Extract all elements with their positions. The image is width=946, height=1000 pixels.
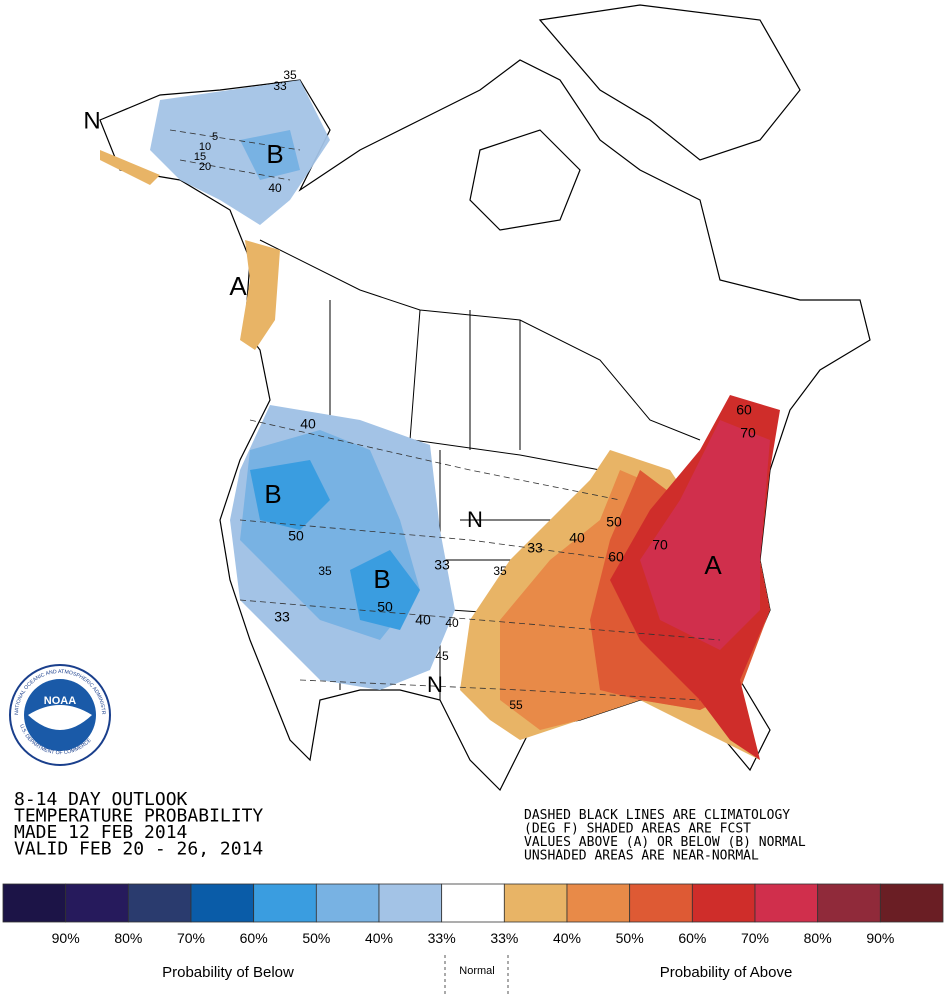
map-label: 33 <box>434 557 450 573</box>
map-label: B <box>264 479 281 509</box>
logo-text: NOAA <box>44 695 76 707</box>
legend-swatch <box>503 883 568 923</box>
legend-label: 33% <box>490 930 518 946</box>
map-label: 50 <box>606 514 622 530</box>
legend-label: 50% <box>302 930 330 946</box>
map-label: N <box>83 107 100 134</box>
legend-swatch <box>315 883 380 923</box>
map-label: N <box>467 507 483 532</box>
legend-swatch <box>378 883 443 923</box>
below-area-alaska-inner <box>240 130 300 180</box>
map-label: 20 <box>199 161 211 173</box>
legend-swatch <box>629 883 693 923</box>
greenland <box>538 4 801 161</box>
title-line: TEMPERATURE PROBABILITY <box>14 806 263 827</box>
note-line: UNSHADED AREAS ARE NEAR-NORMAL <box>524 849 759 864</box>
map-label: 15 <box>194 151 206 163</box>
legend-swatch <box>127 883 192 923</box>
map-label: A <box>704 550 722 580</box>
legend-label: 70% <box>177 930 205 946</box>
title-line: MADE 12 FEB 2014 <box>14 822 187 843</box>
notes-block: DASHED BLACK LINES ARE CLIMATOLOGY(DEG F… <box>524 808 806 864</box>
below-area-west-core <box>250 460 420 630</box>
note-line: DASHED BLACK LINES ARE CLIMATOLOGY <box>524 808 790 823</box>
map-label: 35 <box>493 564 507 578</box>
map-label: 5 <box>212 131 218 143</box>
map-label: 50 <box>288 528 304 544</box>
map-label: 55 <box>509 698 523 712</box>
map-label: 40 <box>445 616 459 630</box>
legend-label: 40% <box>553 930 581 946</box>
map-label: 33 <box>273 79 287 93</box>
above-area-northwest <box>100 150 280 350</box>
legend-label: 80% <box>114 930 142 946</box>
legend-label: 80% <box>804 930 832 946</box>
note-line: VALUES ABOVE (A) OR BELOW (B) NORMAL <box>524 835 806 850</box>
map-label: 10 <box>199 141 211 153</box>
legend-label: 60% <box>240 930 268 946</box>
legend-label: 33% <box>428 930 456 946</box>
note-line: (DEG F) SHADED AREAS ARE FCST <box>524 822 751 837</box>
above-area-east-core <box>640 420 770 650</box>
arctic-islands <box>469 129 581 231</box>
legend-swatch <box>817 883 881 923</box>
legend-label: 90% <box>866 930 894 946</box>
legend-label: 40% <box>365 930 393 946</box>
forecast-areas <box>100 80 780 760</box>
map-label: 40 <box>569 530 585 546</box>
title-line: 8-14 DAY OUTLOOK <box>14 789 188 810</box>
below-area-alaska <box>150 80 330 225</box>
legend-swatch <box>754 883 819 923</box>
legend-swatch <box>65 883 129 923</box>
map-label: 60 <box>736 402 752 418</box>
map-label: 35 <box>318 564 332 578</box>
map-label: B <box>266 139 283 169</box>
map-label: 40 <box>300 416 316 432</box>
map-label: 60 <box>608 549 624 565</box>
map-label: 40 <box>268 181 282 195</box>
map-label: 35 <box>283 68 297 82</box>
legend-label: 50% <box>616 930 644 946</box>
map-label: B <box>373 564 390 594</box>
legend-swatch <box>879 883 944 923</box>
map-label: 33 <box>274 609 290 625</box>
map-label: 45 <box>435 649 449 663</box>
legend-below-title: Probability of Below <box>162 964 294 981</box>
legend-normal-title: Normal <box>459 965 494 977</box>
legend-label: 90% <box>52 930 80 946</box>
logo-bird <box>28 705 92 730</box>
map-label: 70 <box>652 537 668 553</box>
map-label: 33 <box>527 540 543 556</box>
legend-label: 70% <box>741 930 769 946</box>
legend-swatch <box>441 883 505 923</box>
title-line: VALID FEB 20 - 26, 2014 <box>14 839 263 860</box>
legend-label: 60% <box>678 930 706 946</box>
legend-swatch <box>253 883 317 923</box>
legend-swatch <box>190 883 255 923</box>
legend-swatch <box>566 883 631 923</box>
legend-swatch <box>2 883 67 923</box>
map-label: A <box>229 271 247 301</box>
legend-swatch <box>691 883 756 923</box>
map-label: 70 <box>740 425 756 441</box>
map-label: 50 <box>377 599 393 615</box>
map-label: N <box>427 672 443 697</box>
legend-above-title: Probability of Above <box>660 964 793 981</box>
map-label: 40 <box>415 612 431 628</box>
legend: Probability of Below Normal Probability … <box>2 883 944 995</box>
